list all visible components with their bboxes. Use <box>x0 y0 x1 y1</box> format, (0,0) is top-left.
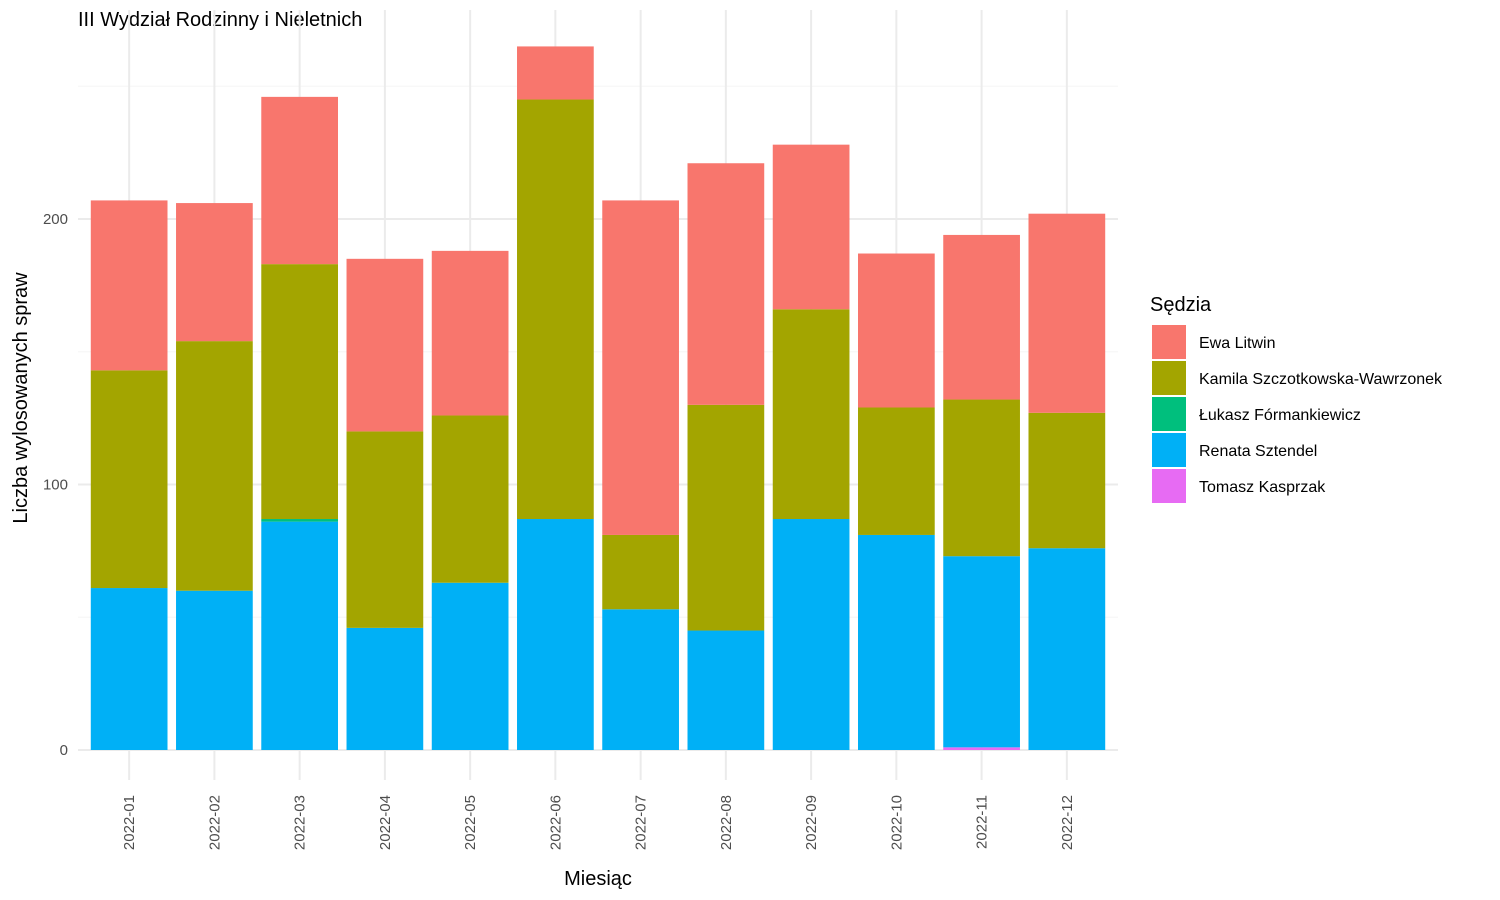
legend-label: Tomasz Kasprzak <box>1199 479 1326 496</box>
x-tick-label: 2022-03 <box>292 795 309 850</box>
bar-renata-sztendel-2022-10 <box>858 534 935 750</box>
x-tick-label: 2022-09 <box>803 795 820 850</box>
x-tick-label: 2022-10 <box>888 795 905 850</box>
bar-renata-sztendel-2022-04 <box>346 627 424 750</box>
legend-label: Łukasz Fórmankiewicz <box>1199 407 1361 424</box>
bar-renata-sztendel-2022-06 <box>517 519 594 750</box>
bar-kamila-szczotkowska-wawrzonek-2022-07 <box>602 534 679 610</box>
x-tick-label: 2022-06 <box>547 795 564 850</box>
bar-renata-sztendel-2022-07 <box>602 609 679 750</box>
x-tick-label: 2022-05 <box>462 795 479 850</box>
legend-label: Ewa Litwin <box>1199 335 1275 352</box>
x-axis-title: Miesiąc <box>564 868 632 890</box>
bar-ewa-litwin-2022-07 <box>602 200 679 535</box>
bar-kamila-szczotkowska-wawrzonek-2022-05 <box>431 415 509 583</box>
bar-kamila-szczotkowska-wawrzonek-2022-06 <box>517 99 594 520</box>
legend-swatch <box>1152 397 1186 431</box>
bar-kamila-szczotkowska-wawrzonek-2022-11 <box>943 399 1020 557</box>
x-tick-label: 2022-02 <box>206 795 223 850</box>
x-tick-label: 2022-11 <box>974 795 991 849</box>
y-tick-label: 0 <box>60 742 68 759</box>
bar-kamila-szczotkowska-wawrzonek-2022-04 <box>346 431 424 628</box>
bar-renata-sztendel-2022-03 <box>261 521 338 750</box>
bar-ewa-litwin-2022-03 <box>261 96 338 265</box>
bar-renata-sztendel-2022-09 <box>772 519 850 750</box>
bar-renata-sztendel-2022-08 <box>687 630 765 750</box>
bar-ewa-litwin-2022-12 <box>1028 213 1106 413</box>
bar-renata-sztendel-2022-01 <box>90 588 168 750</box>
bar-renata-sztendel-2022-02 <box>176 590 253 750</box>
x-tick-label: 2022-12 <box>1059 795 1076 850</box>
legend-label: Kamila Szczotkowska-Wawrzonek <box>1199 371 1443 388</box>
bar-kamila-szczotkowska-wawrzonek-2022-02 <box>176 341 253 591</box>
bar-ewa-litwin-2022-10 <box>858 253 935 408</box>
bar-ewa-litwin-2022-06 <box>517 46 594 100</box>
x-tick-label: 2022-08 <box>718 795 735 850</box>
bar-ewa-litwin-2022-02 <box>176 203 253 342</box>
bar-kamila-szczotkowska-wawrzonek-2022-08 <box>687 404 765 631</box>
y-axis-title: Liczba wylosowanych spraw <box>10 272 32 524</box>
bar-kamila-szczotkowska-wawrzonek-2022-01 <box>90 370 168 589</box>
legend-swatch <box>1152 325 1186 359</box>
bar-kamila-szczotkowska-wawrzonek-2022-12 <box>1028 412 1106 549</box>
y-axis-ticks: 0 100 200 <box>43 211 68 759</box>
bar-kamila-szczotkowska-wawrzonek-2022-09 <box>772 309 850 520</box>
x-tick-label: 2022-01 <box>121 795 138 850</box>
bar-renata-sztendel-2022-05 <box>431 582 509 750</box>
legend: Sędzia Ewa Litwin Kamila Szczotkowska-Waw… <box>1150 294 1443 503</box>
x-tick-label: 2022-04 <box>377 795 394 850</box>
legend-swatch <box>1152 469 1186 503</box>
chart-title: III Wydział Rodzinny i Nieletnich <box>78 9 362 31</box>
legend-title: Sędzia <box>1150 294 1212 316</box>
bar-ewa-litwin-2022-08 <box>687 163 765 405</box>
bar-ewa-litwin-2022-09 <box>772 144 850 310</box>
y-tick-label: 100 <box>43 477 68 494</box>
legend-swatch <box>1152 361 1186 395</box>
bar-ewa-litwin-2022-04 <box>346 258 424 432</box>
legend-items: Ewa Litwin Kamila Szczotkowska-Wawrzonek Ł… <box>1152 325 1443 503</box>
bar-ewa-litwin-2022-01 <box>90 200 168 371</box>
bar-tomasz-kasprzak-2022-11 <box>943 747 1020 750</box>
bar-renata-sztendel-2022-12 <box>1028 548 1106 750</box>
x-tick-label: 2022-07 <box>633 795 650 850</box>
bar-renata-sztendel-2022-11 <box>943 556 1020 748</box>
bar-kamila-szczotkowska-wawrzonek-2022-10 <box>858 407 935 535</box>
legend-label: Renata Sztendel <box>1199 443 1317 460</box>
y-tick-label: 200 <box>43 211 68 228</box>
bars <box>90 46 1106 750</box>
x-axis-ticks: 2022-01 2022-02 2022-03 2022-04 2022-05 2022-… <box>121 795 1076 850</box>
bar-ewa-litwin-2022-11 <box>943 234 1020 400</box>
bar-kamila-szczotkowska-wawrzonek-2022-03 <box>261 264 338 520</box>
legend-swatch <box>1152 433 1186 467</box>
bar--ukasz-f-rmankiewicz-2022-03 <box>261 519 338 522</box>
bar-ewa-litwin-2022-05 <box>431 250 509 416</box>
